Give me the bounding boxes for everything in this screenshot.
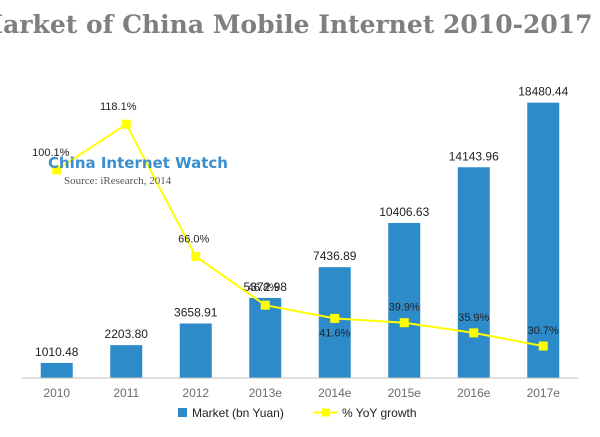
bar-value-label-2013e: 5372.98 [244,280,288,294]
bar-value-label-2010: 1010.48 [35,345,79,359]
x-tick-2016e: 2016e [457,386,491,400]
x-tick-labels: 2010 2011 2012 2013e 2014e 2015e 2016e 2017e [43,386,560,400]
bars-layer: 1010.48 2203.80 3658.91 5372.98 7436.89 10406… [35,85,569,378]
growth-line-layer: 100.1% 118.1% 66.0% 46.8% 41.6% 39.9% 35.9% 30.… [32,101,559,351]
growth-label-2014e: 41.6% [319,327,350,339]
growth-label-2012: 66.0% [178,233,209,245]
bar-2015e [388,222,421,378]
x-tick-2015e: 2015e [388,386,422,400]
x-tick-2011: 2011 [113,386,139,400]
growth-label-2015e: 39.9% [389,302,420,314]
legend-marker-growth [322,408,330,417]
growth-point-2017e [538,341,548,351]
bar-2011 [110,345,143,378]
bar-2016e [457,167,490,378]
bar-value-label-2017e: 18480.44 [518,85,568,99]
growth-line [56,122,544,348]
growth-point-2012 [191,251,201,261]
legend-label-market: Market (bn Yuan) [192,406,284,420]
x-tick-2010: 2010 [43,386,70,400]
x-tick-2014e: 2014e [318,386,352,400]
growth-point-2013e [260,300,270,310]
growth-point-2014e [330,313,340,323]
bar-2012 [179,323,212,378]
growth-label-2017e: 30.7% [528,325,559,337]
growth-label-2016e: 35.9% [458,312,489,324]
growth-point-2010 [52,165,62,175]
x-tick-2013e: 2013e [249,386,283,400]
source-note: Source: iResearch, 2014 [64,175,172,187]
bar-2010 [40,362,73,378]
growth-point-2011 [121,119,131,129]
bar-2017e [527,102,560,378]
bar-value-label-2016e: 14143.96 [449,149,499,163]
legend: Market (bn Yuan) % YoY growth [178,406,417,420]
bar-value-label-2015e: 10406.63 [379,205,429,219]
x-tick-2012: 2012 [182,386,209,400]
growth-label-2013e: 46.8% [248,282,279,294]
bar-value-label-2012: 3658.91 [174,305,218,319]
chart-title: Market of China Mobile Internet 2010-201… [0,10,593,39]
legend-label-growth: % YoY growth [342,406,417,420]
growth-label-2010: 100.1% [32,147,70,159]
bar-value-label-2011: 2203.80 [105,327,149,341]
legend-swatch-market [178,408,187,417]
growth-point-2016e [469,328,479,338]
x-tick-2017e: 2017e [527,386,561,400]
growth-point-2015e [399,318,409,328]
bar-value-label-2014e: 7436.89 [313,249,357,263]
brand-watermark: China Internet Watch [48,154,228,172]
bar-2013e [249,297,282,378]
growth-label-2011: 118.1% [100,101,137,113]
